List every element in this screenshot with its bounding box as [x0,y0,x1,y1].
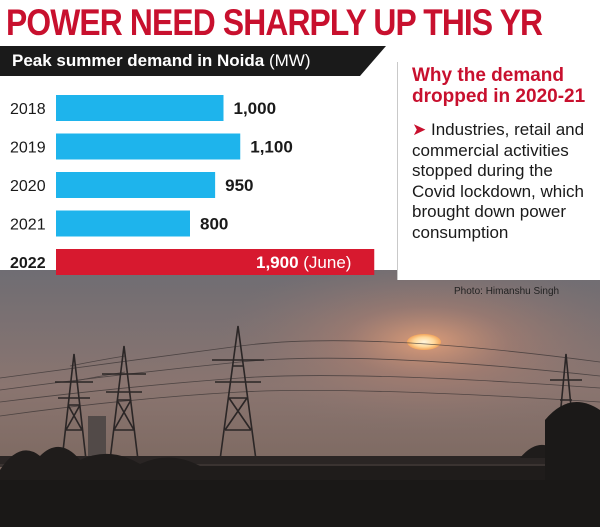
explanation-text: Industries, retail and commercial activi… [412,120,585,242]
value-label-2019: 1,100 [250,138,293,157]
annotation-2022: (June) [303,253,351,272]
chart-title: Peak summer demand in Noida (MW) [12,51,311,71]
category-label-2021: 2021 [10,217,46,234]
category-label-2018: 2018 [10,101,46,118]
value-label-2020: 950 [225,176,253,195]
headline: POWER NEED SHARPLY UP THIS YR [6,2,543,43]
bar-chart: 2018 1,000 2019 1,100 2020 950 2021 800 2022 1,90… [10,95,375,275]
photo-credit: Photo: Himanshu Singh [454,286,560,297]
headline-bar: POWER NEED SHARPLY UP THIS YR [0,0,600,44]
value-label-2018: 1,000 [234,99,277,118]
explanation-body: ➤ Industries, retail and commercial acti… [412,120,598,243]
sunset-pylons-photo [0,270,600,527]
bar-2018 [56,95,224,121]
explanation-heading: Why the demand dropped in 2020-21 [412,65,586,107]
value-label-2021: 800 [200,215,228,234]
bar-2020 [56,172,216,198]
value-label-2022: 1,900 (June) [256,253,351,272]
bar-2022 [56,249,375,275]
chart-title-band: Peak summer demand in Noida (MW) [0,46,386,76]
chart-title-text: Peak summer demand in Noida [12,51,265,70]
bar-2021 [56,210,190,237]
chart-title-unit: (MW) [268,51,311,70]
flyover [0,456,600,464]
sun [407,334,441,350]
category-label-2022: 2022 [10,255,46,272]
explanation-box: Why the demand dropped in 2020-21 ➤ Indu… [397,62,600,297]
arrow-bullet-icon: ➤ [412,120,427,139]
category-label-2020: 2020 [10,178,46,195]
category-label-2019: 2019 [10,140,46,157]
bar-2019 [56,133,241,160]
